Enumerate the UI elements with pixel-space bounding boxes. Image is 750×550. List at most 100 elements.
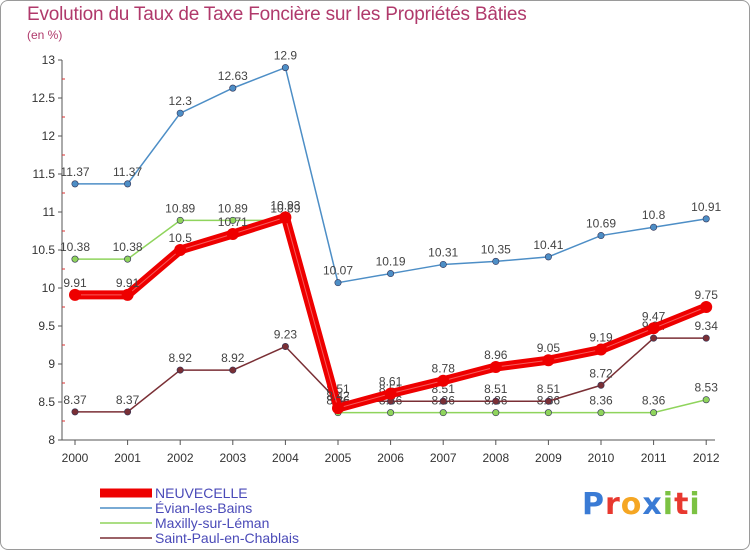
data-point	[71, 180, 79, 188]
data-point	[279, 211, 292, 224]
legend-label: NEUVECELLE	[155, 485, 248, 501]
data-point	[700, 301, 713, 313]
data-point	[174, 244, 187, 256]
data-point	[650, 334, 658, 342]
y-tick-label: 9	[48, 357, 55, 371]
data-label: 10.69	[586, 217, 616, 231]
data-label: 10.38	[60, 240, 90, 254]
data-point	[229, 84, 237, 92]
chart-title: Evolution du Taux de Taxe Foncière sur l…	[27, 4, 527, 25]
x-tick-label: 2008	[482, 451, 509, 465]
data-point	[597, 232, 605, 240]
data-point	[437, 374, 450, 387]
data-label: 12.9	[274, 49, 298, 63]
x-tick-label: 2004	[272, 451, 299, 465]
x-tick-label: 2002	[167, 451, 194, 465]
x-tick-label: 2003	[219, 451, 246, 465]
data-point	[176, 366, 184, 374]
proxiti-logo: Proxiti	[582, 487, 701, 522]
data-point	[124, 408, 132, 416]
data-label: 9.75	[695, 288, 719, 302]
logo-letter: i	[689, 487, 701, 522]
x-tick-label: 2006	[377, 451, 404, 465]
data-point	[387, 270, 395, 278]
data-label: 8.92	[169, 351, 193, 365]
data-point	[332, 402, 344, 415]
data-label: 8.51	[484, 382, 508, 396]
data-point	[647, 322, 660, 335]
data-label: 8.42	[326, 389, 350, 403]
x-tick-label: 2012	[693, 451, 720, 465]
data-label: 10.8	[642, 208, 666, 222]
data-label: 10.89	[218, 201, 248, 215]
y-tick-label: 10	[42, 281, 56, 295]
data-point	[489, 361, 502, 374]
data-label: 10.5	[169, 231, 193, 245]
x-tick-label: 2007	[430, 451, 457, 465]
data-point	[542, 354, 555, 367]
data-label: 8.53	[695, 381, 719, 395]
data-point	[439, 409, 447, 417]
data-label: 8.72	[589, 366, 613, 380]
data-label: 10.19	[376, 255, 406, 269]
data-label: 10.31	[428, 245, 458, 259]
data-label: 11.37	[113, 165, 142, 179]
data-label: 9.05	[537, 341, 561, 355]
y-tick-label: 8	[48, 433, 55, 447]
data-point	[176, 216, 184, 224]
data-point	[492, 409, 500, 417]
y-tick-label: 11.5	[33, 167, 56, 181]
logo-letter: i	[662, 487, 675, 522]
y-tick-label: 12	[42, 129, 56, 143]
data-label: 10.35	[481, 242, 511, 256]
data-label: 8.96	[484, 348, 508, 362]
legend-label: Saint-Paul-en-Chablais	[155, 530, 299, 546]
data-point	[544, 397, 552, 405]
data-point	[492, 257, 500, 265]
data-label: 10.89	[165, 201, 195, 215]
logo-letter: t	[674, 487, 690, 522]
data-label: 10.93	[270, 198, 300, 212]
y-tick-label: 13	[42, 53, 56, 67]
data-point	[281, 343, 289, 351]
data-point	[387, 409, 395, 417]
logo-letter: P	[582, 487, 605, 522]
data-label: 12.63	[218, 69, 248, 83]
data-point	[702, 215, 710, 223]
x-tick-label: 2000	[62, 451, 89, 465]
legend-label: Évian-les-Bains	[155, 500, 252, 516]
data-label: 8.51	[537, 382, 561, 396]
data-point	[439, 397, 447, 405]
data-point	[595, 343, 607, 356]
y-tick-label: 12.5	[32, 91, 56, 105]
data-point	[544, 253, 552, 261]
data-label: 11.37	[60, 165, 89, 179]
data-label: 8.36	[589, 394, 613, 408]
data-point	[229, 216, 237, 224]
logo-letter: r	[605, 487, 621, 522]
data-point	[124, 180, 132, 188]
data-label: 8.37	[116, 393, 140, 407]
data-label: 10.41	[533, 238, 563, 252]
data-label: 8.36	[642, 394, 666, 408]
data-label: 10.89	[270, 201, 300, 215]
data-label: 8.78	[432, 362, 456, 376]
y-tick-label: 10.5	[32, 243, 56, 257]
data-label: 10.07	[323, 264, 353, 278]
data-point	[176, 109, 184, 117]
data-point	[229, 366, 237, 374]
x-tick-label: 2005	[325, 451, 352, 465]
data-point	[702, 396, 710, 404]
data-point	[492, 397, 500, 405]
logo-letter: o	[620, 487, 643, 522]
x-tick-label: 2010	[588, 451, 615, 465]
data-point	[124, 255, 132, 263]
y-tick-label: 8.5	[38, 395, 55, 409]
data-label: 8.92	[221, 351, 245, 365]
y-tick-label: 9.5	[38, 319, 55, 333]
data-label: 10.91	[691, 200, 721, 214]
data-point	[439, 260, 447, 268]
data-point	[544, 409, 552, 417]
